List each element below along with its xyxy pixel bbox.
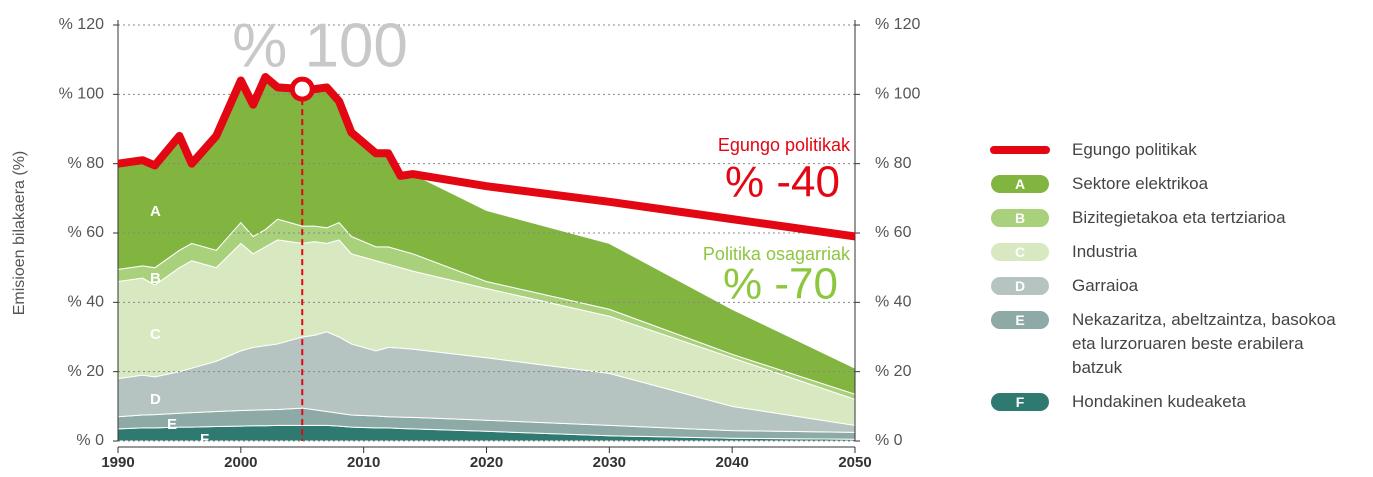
area-label: F: [200, 431, 209, 448]
y2-tick-label: % 100: [875, 86, 920, 103]
legend-chip: A: [991, 175, 1049, 193]
legend-chip: B: [991, 209, 1049, 227]
annotation: % 100: [232, 11, 408, 80]
legend-item: A Sektore elektrikoa: [990, 172, 1370, 196]
x-tick-label: 2030: [593, 454, 626, 471]
x-tick-label: 1990: [101, 454, 134, 471]
legend-label: Industria: [1072, 242, 1138, 261]
legend-chip: E: [991, 311, 1049, 329]
legend-swatch: [990, 138, 1050, 162]
legend-label: Hondakinen kudeaketa: [1072, 392, 1246, 411]
annotation: Politika osagarriak: [703, 244, 851, 264]
area-label: A: [150, 203, 161, 220]
legend-item: Egungo politikak: [990, 138, 1370, 162]
x-tick-label: 2010: [347, 454, 380, 471]
y2-tick-label: % 120: [875, 16, 920, 33]
legend-line: [990, 146, 1050, 154]
annotation: % -40: [725, 158, 840, 207]
legend-swatch: E: [990, 308, 1050, 332]
y2-tick-label: % 20: [875, 363, 912, 380]
y-tick-label: % 100: [59, 86, 104, 103]
y-tick-label: % 0: [76, 432, 104, 449]
legend-item: C Industria: [990, 240, 1370, 264]
annotation: % -70: [723, 260, 838, 309]
legend-swatch: D: [990, 274, 1050, 298]
x-tick-label: 2040: [715, 454, 748, 471]
legend-label: Nekazaritza, abeltzaintza, basokoa eta l…: [1072, 310, 1336, 377]
legend-label: Garraioa: [1072, 276, 1139, 295]
legend-item: E Nekazaritza, abeltzaintza, basokoa eta …: [990, 308, 1370, 380]
y2-tick-label: % 80: [875, 155, 912, 172]
legend-item: B Bizitegietakoa eta tertziarioa: [990, 206, 1370, 230]
y2-tick-label: % 40: [875, 294, 912, 311]
legend-label: Bizitegietakoa eta tertziarioa: [1072, 208, 1286, 227]
y-tick-label: % 120: [59, 16, 104, 33]
legend-chip: C: [991, 243, 1049, 261]
legend-label: Sektore elektrikoa: [1072, 174, 1209, 193]
annotation: Egungo politikak: [718, 135, 851, 155]
y2-tick-label: % 0: [875, 432, 903, 449]
legend-item: F Hondakinen kudeaketa: [990, 390, 1370, 414]
y-axis-label: Emisioen bilakaera (%): [11, 151, 28, 316]
marker: [289, 76, 315, 102]
y-tick-label: % 60: [68, 224, 105, 241]
legend-item: D Garraioa: [990, 274, 1370, 298]
legend-chip: F: [991, 393, 1049, 411]
legend: Egungo politikak A Sektore elektrikoa B Bizi…: [990, 138, 1370, 424]
legend-chip: D: [991, 277, 1049, 295]
x-tick-label: 2050: [838, 454, 871, 471]
x-tick-label: 2000: [224, 454, 257, 471]
legend-swatch: B: [990, 206, 1050, 230]
area-label: E: [167, 416, 177, 433]
y-tick-label: % 80: [68, 155, 105, 172]
legend-label: Egungo politikak: [1072, 140, 1197, 159]
x-tick-label: 2020: [470, 454, 503, 471]
area-label: D: [150, 391, 161, 408]
area-label: B: [150, 270, 161, 287]
chart: Emisioen bilakaera (%) F ED C B A % 0 % 0 % 20%…: [11, 11, 920, 471]
legend-swatch: F: [990, 390, 1050, 414]
area-label: C: [150, 326, 161, 343]
legend-swatch: A: [990, 172, 1050, 196]
y-tick-label: % 40: [68, 294, 105, 311]
y-tick-label: % 20: [68, 363, 105, 380]
legend-swatch: C: [990, 240, 1050, 264]
y2-tick-label: % 60: [875, 224, 912, 241]
